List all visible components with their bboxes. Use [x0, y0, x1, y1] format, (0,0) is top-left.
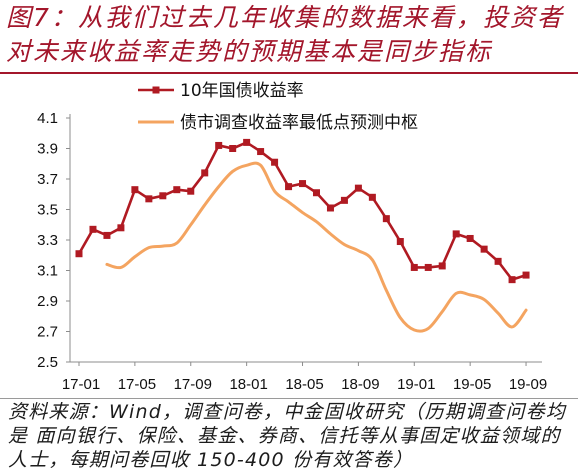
- series-10y-yield-point: [89, 225, 97, 233]
- chart-title-line-2: 对未来收益率走势的预期基本是同步指标: [6, 37, 493, 66]
- y-tick-label: 2.7: [37, 324, 58, 341]
- legend: 10年国债收益率 债市调查收益率最低点预测中枢: [138, 81, 418, 133]
- series-10y-yield-point: [340, 196, 348, 204]
- x-tick-label: 17-01: [62, 376, 100, 393]
- legend-label-survey-forecast: 债市调查收益率最低点预测中枢: [180, 113, 418, 133]
- series-10y-yield-point: [466, 234, 474, 242]
- series-10y-yield-point: [159, 192, 167, 200]
- chart-title-line-1: 图7：从我们过去几年收集的数据来看，投资者: [6, 3, 564, 32]
- series-10y-yield-point: [299, 180, 307, 188]
- series-10y-yield-point: [131, 186, 139, 194]
- x-tick-label: 19-01: [397, 376, 435, 393]
- series-10y-yield-point: [508, 276, 516, 284]
- x-tick-label: 18-05: [285, 376, 323, 393]
- y-tick-label: 4.1: [37, 110, 58, 127]
- legend-swatch-square-marker: [152, 86, 160, 94]
- y-tick-label: 3.7: [37, 171, 58, 188]
- series-10y-yield-point: [229, 145, 237, 152]
- series-10y-yield-point: [522, 271, 530, 279]
- series-10y-yield-point: [494, 257, 502, 265]
- source-note-line-2: 是 面向银行、保险、基金、券商、信托等从事固定收益领域的: [8, 425, 561, 447]
- series-10y-yield-point: [424, 263, 432, 271]
- series-10y-yield-point: [452, 230, 460, 238]
- series-10y-yield-point: [173, 186, 181, 194]
- series-10y-yield-point: [271, 158, 279, 166]
- series-10y-yield-point: [257, 148, 265, 156]
- series-10y-yield-point: [103, 231, 111, 239]
- x-tick-label: 18-09: [341, 376, 379, 393]
- source-divider: [0, 398, 578, 399]
- legend-item-10y-yield: 10年国债收益率: [138, 81, 304, 101]
- source-note-line-3: 人士，每期问卷回收 150-400 份有效答卷）: [8, 449, 414, 471]
- legend-label-10y-yield: 10年国债收益率: [180, 81, 304, 101]
- series-10y-yield-point: [145, 195, 153, 203]
- series-survey-forecast-line: [105, 161, 528, 333]
- x-tick-label: 19-09: [509, 376, 547, 393]
- series-10y-yield-point: [480, 245, 488, 253]
- series-10y-yield-point: [215, 141, 223, 149]
- series-10y-yield-point: [354, 184, 362, 192]
- x-tick-label: 17-05: [118, 376, 156, 393]
- y-tick-label: 3.3: [37, 232, 58, 249]
- series-10y-yield-point: [396, 238, 404, 246]
- source-note-line-1: 资料来源：Wind，调查问卷，中金固收研究（历期调查问卷均: [8, 401, 566, 423]
- legend-item-survey-forecast: 债市调查收益率最低点预测中枢: [138, 113, 418, 133]
- y-tick-label: 3.1: [37, 263, 58, 280]
- series-10y-yield-point: [368, 193, 376, 201]
- series-10y-yield-point: [75, 250, 83, 258]
- series-10y-yield-point: [326, 204, 334, 212]
- title-divider: [0, 72, 578, 74]
- y-tick-label: 3.5: [37, 202, 58, 219]
- series-10y-yield-point: [410, 263, 418, 271]
- series-10y-yield-point: [438, 262, 446, 270]
- x-tick-label: 18-01: [229, 376, 267, 393]
- series-10y-yield-point: [201, 169, 209, 177]
- x-tick-label: 17-09: [174, 376, 212, 393]
- series-10y-yield-point: [243, 138, 251, 146]
- plot-area: 2.5 2.7 2.9 3.1 3.3 3.5 3.7 3.9 4.1 17-01 17-05 17-…: [37, 110, 547, 393]
- y-tick-label: 2.5: [37, 354, 58, 371]
- series-10y-yield-point: [285, 183, 293, 191]
- y-tick-label: 2.9: [37, 293, 58, 310]
- series-10y-yield-point: [312, 189, 320, 197]
- x-tick-label: 19-05: [453, 376, 491, 393]
- series-10y-yield-point: [117, 224, 125, 232]
- y-tick-label: 3.9: [37, 141, 58, 158]
- series-10y-yield-point: [382, 215, 390, 223]
- series-10y-yield-point: [187, 187, 195, 195]
